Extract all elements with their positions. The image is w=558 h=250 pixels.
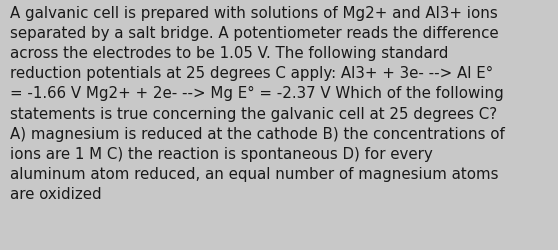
- Text: A galvanic cell is prepared with solutions of Mg2+ and Al3+ ions
separated by a : A galvanic cell is prepared with solutio…: [10, 6, 505, 201]
